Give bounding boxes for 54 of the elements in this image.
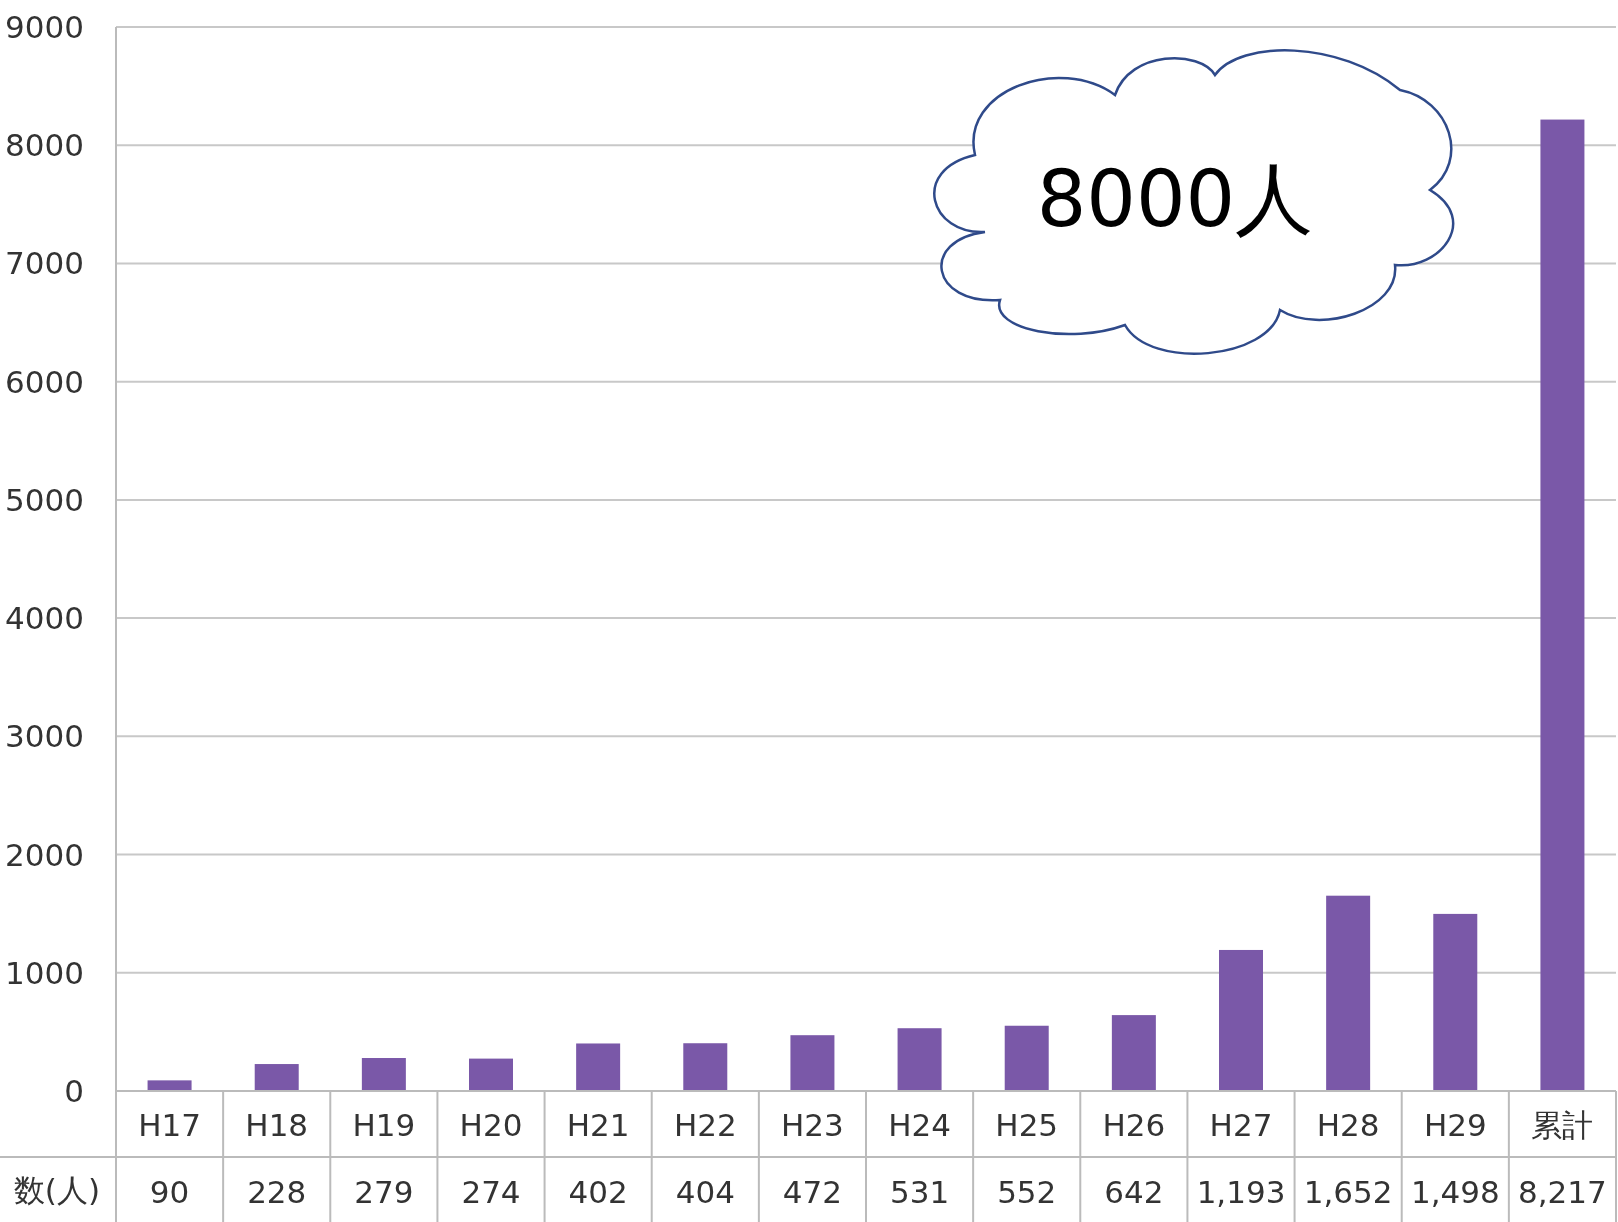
- x-tick-label: H24: [888, 1107, 951, 1143]
- data-label: 1,652: [1303, 1174, 1393, 1210]
- y-tick-label: 3000: [5, 718, 84, 755]
- bar: [361, 1058, 406, 1091]
- x-tick-label: H22: [673, 1107, 737, 1143]
- x-tick-label: H19: [352, 1107, 416, 1143]
- bar: [254, 1064, 299, 1091]
- bar: [1326, 895, 1371, 1091]
- data-label: 402: [568, 1174, 628, 1210]
- bar: [576, 1043, 621, 1091]
- data-label: 228: [247, 1174, 307, 1210]
- y-tick-label: 4000: [5, 600, 84, 637]
- data-label: 552: [997, 1174, 1057, 1210]
- bar: [790, 1035, 835, 1091]
- bar: [1433, 913, 1478, 1091]
- y-tick-label: 6000: [5, 363, 84, 400]
- data-label: 1,193: [1196, 1174, 1286, 1210]
- bar: [1219, 949, 1263, 1091]
- y-tick-label: 2000: [5, 836, 84, 873]
- x-tick-label: H29: [1423, 1107, 1487, 1143]
- data-label: 279: [354, 1174, 414, 1210]
- y-tick-label: 8000: [5, 127, 84, 164]
- x-tick-label: H27: [1209, 1107, 1273, 1143]
- y-tick-label: 1000: [5, 954, 84, 991]
- data-label: 472: [782, 1174, 843, 1210]
- text: 数(人): [13, 1172, 100, 1208]
- y-tick-label: 0: [64, 1073, 84, 1109]
- data-label: 404: [675, 1174, 735, 1210]
- x-tick-label: H20: [459, 1107, 523, 1143]
- x-tick-label: H17: [138, 1107, 201, 1143]
- bar: [1111, 1015, 1156, 1091]
- data-label: 531: [889, 1174, 950, 1210]
- bar: [1540, 119, 1585, 1091]
- y-tick-label: 7000: [5, 245, 84, 282]
- x-tick-label: H18: [245, 1107, 309, 1143]
- data-label: 642: [1104, 1174, 1164, 1210]
- x-tick-label: H26: [1102, 1107, 1166, 1143]
- data-label: 90: [149, 1174, 190, 1210]
- data-label: 274: [461, 1174, 521, 1210]
- x-tick-label: 累計: [1531, 1107, 1594, 1143]
- bar: [469, 1058, 513, 1091]
- x-tick-label: H28: [1316, 1107, 1380, 1143]
- data-label: 1,498: [1410, 1174, 1500, 1210]
- data-label: 8,217: [1518, 1174, 1607, 1210]
- annotation: 8000人: [1036, 154, 1314, 244]
- bar: [1004, 1025, 1049, 1091]
- x-tick-label: H23: [781, 1107, 844, 1143]
- x-tick-label: H21: [566, 1107, 630, 1143]
- bar: [147, 1080, 192, 1091]
- bar: [683, 1043, 728, 1091]
- bar: [897, 1028, 942, 1091]
- y-tick-label: 9000: [5, 9, 84, 45]
- x-tick-label: H25: [995, 1107, 1059, 1143]
- y-tick-label: 5000: [5, 481, 84, 518]
